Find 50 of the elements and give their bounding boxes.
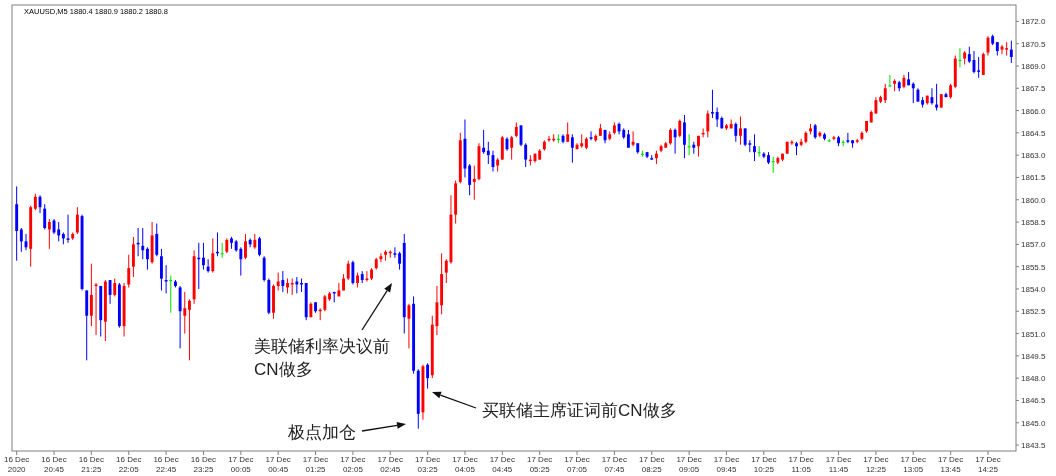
y-tick-label: 1855.5 (1021, 262, 1047, 272)
x-tick-label: 16 Dec 21:25 (78, 455, 105, 474)
x-tick-label: 17 Dec 02:05 (340, 455, 366, 474)
x-tick-label: 16 Dec 22:45 (153, 455, 179, 474)
y-tick-label: 1863.0 (1021, 151, 1047, 161)
x-tick-label: 17 Dec 01:25 (302, 455, 329, 474)
y-tick-label: 1861.5 (1021, 173, 1047, 183)
annotation: 买联储主席证词前CN做多 (482, 401, 677, 420)
y-tick-label: 1869.0 (1021, 61, 1047, 71)
x-tick-label: 17 Dec 07:05 (564, 455, 590, 474)
x-tick-label: 17 Dec 12:25 (863, 455, 889, 474)
y-tick-label: 1846.5 (1021, 396, 1047, 406)
x-tick-label: 16 Dec 23:25 (190, 455, 217, 474)
y-tick-label: 1852.5 (1021, 307, 1047, 317)
y-tick-label: 1854.0 (1021, 284, 1047, 294)
annotation: 美联储利率决议前 CN做多 (254, 337, 390, 379)
x-tick-label: 16 Dec 22:05 (116, 455, 142, 474)
y-tick-label: 1867.5 (1021, 84, 1047, 94)
y-tick-label: 1864.5 (1021, 128, 1047, 138)
y-tick-label: 1870.5 (1021, 39, 1047, 49)
y-tick-label: 1872.0 (1021, 17, 1047, 27)
x-tick-label: 17 Dec 00:45 (265, 455, 291, 474)
y-tick-label: 1849.5 (1021, 351, 1047, 361)
x-tick-label: 17 Dec 04:45 (489, 455, 516, 474)
x-tick-label: 17 Dec 09:45 (713, 455, 740, 474)
x-tick-label: 17 Dec 09:05 (676, 455, 702, 474)
x-tick-label: 17 Dec 14:25 (975, 455, 1001, 474)
y-tick-label: 1851.0 (1021, 329, 1047, 339)
y-tick-label: 1857.0 (1021, 240, 1047, 250)
y-tick-label: 1860.0 (1021, 195, 1047, 205)
y-tick-label: 1848.0 (1021, 374, 1047, 384)
x-tick-label: 17 Dec 11:45 (825, 455, 852, 474)
y-tick-label: 1845.0 (1021, 418, 1047, 428)
annotation: 极点加仓 (287, 423, 356, 442)
x-tick-label: 17 Dec 05:25 (527, 455, 553, 474)
x-tick-label: 17 Dec 07:45 (601, 455, 628, 474)
x-tick-label: 17 Dec 11:05 (788, 455, 814, 474)
y-tick-label: 1866.0 (1021, 106, 1047, 116)
y-tick-label: 1858.5 (1021, 218, 1047, 228)
x-tick-label: 17 Dec 10:25 (751, 455, 777, 474)
x-tick-label: 17 Dec 13:05 (900, 455, 926, 474)
x-tick-label: 16 Dec 20:45 (41, 455, 67, 474)
x-tick-label: 16 Dec 2020 (3, 455, 30, 474)
x-tick-label: 17 Dec 04:05 (452, 455, 478, 474)
x-tick-label: 17 Dec 02:45 (377, 455, 403, 474)
y-tick-label: 1843.5 (1021, 441, 1047, 451)
x-tick-label: 17 Dec 13:45 (937, 455, 964, 474)
x-tick-label: 17 Dec 03:25 (414, 455, 441, 474)
x-tick-label: 17 Dec 08:25 (639, 455, 665, 474)
x-tick-label: 17 Dec 00:05 (228, 455, 254, 474)
